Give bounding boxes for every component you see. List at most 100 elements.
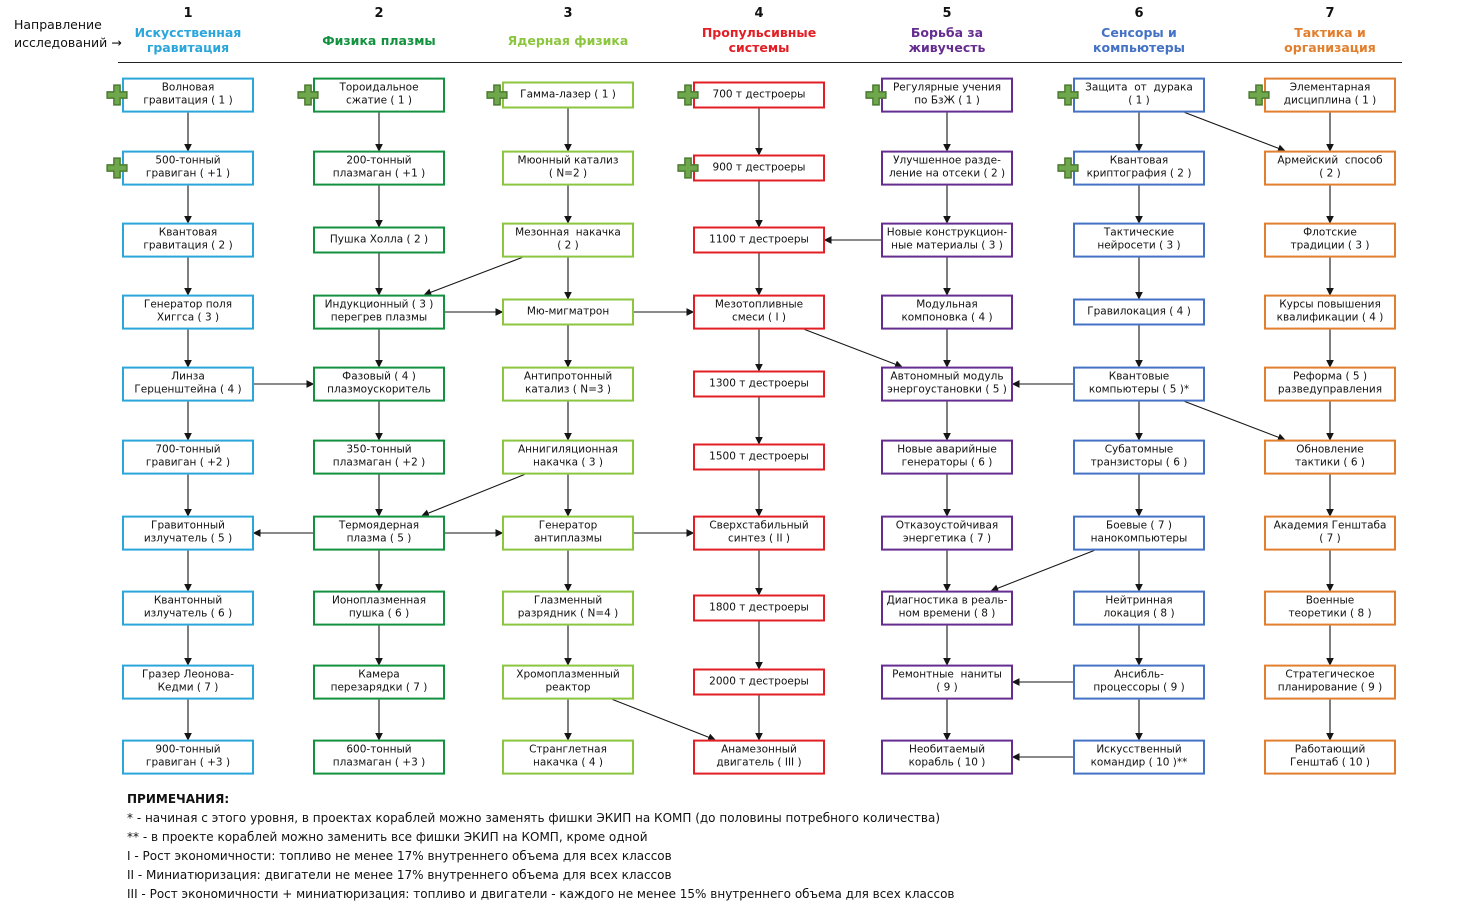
notes: ПРИМЕЧАНИЯ: * - начиная с этого уровня, … (127, 790, 955, 904)
column-header: 1 Искусственная гравитация (102, 6, 274, 56)
tech-node: 700-тонный гравиган ( +2 ) (122, 439, 254, 475)
plus-icon (1056, 156, 1081, 181)
tech-node: Курсы повышения квалификации ( 4 ) (1264, 294, 1396, 330)
tech-node: 600-тонный плазмаган ( +3 ) (313, 739, 445, 775)
column-header: 4 Пропульсивные системы (673, 6, 845, 56)
column-number: 3 (563, 6, 573, 21)
header-rule (118, 62, 1402, 63)
tech-node: Квантовые компьютеры ( 5 )* (1073, 366, 1205, 402)
note-line: III - Рост экономичности + миниатюризаци… (127, 887, 955, 901)
tech-node: Автономный модуль энергоустановки ( 5 ) (881, 366, 1013, 402)
column-title: Борьба за живучесть (908, 25, 986, 55)
plus-icon (105, 83, 130, 108)
tech-node: Антипротонный катализ ( N=3 ) (502, 366, 634, 402)
column-number: 4 (754, 6, 764, 21)
tech-node: Новые конструкцион- ные материалы ( 3 ) (881, 222, 1013, 258)
plus-icon (676, 83, 701, 108)
tech-node: Флотские традиции ( 3 ) (1264, 222, 1396, 258)
research-direction-line1: Направление (14, 17, 102, 32)
column-title: Ядерная физика (507, 32, 629, 48)
column-title: Тактика и организация (1284, 25, 1376, 55)
tech-node: Реформа ( 5 ) разведуправления (1264, 366, 1396, 402)
plus-icon (1247, 83, 1272, 108)
tech-node: Гравитонный излучатель ( 5 ) (122, 515, 254, 551)
column-title: Физика плазмы (322, 32, 436, 48)
tech-node: Мезонная накачка ( 2 ) (502, 222, 634, 258)
tech-node: Гамма-лазер ( 1 ) (502, 81, 634, 109)
tech-node: Тактические нейросети ( 3 ) (1073, 222, 1205, 258)
tech-node: Ансибль- процессоры ( 9 ) (1073, 664, 1205, 700)
note-line: II - Миниатюризация: двигатели не менее … (127, 868, 672, 882)
tech-node: Искусственный командир ( 10 )** (1073, 739, 1205, 775)
column-header: 5 Борьба за живучесть (861, 6, 1033, 56)
tech-node: 900 т дестроеры (693, 154, 825, 182)
column-number: 5 (942, 6, 952, 21)
column-header: 6 Сенсоры и компьютеры (1053, 6, 1225, 56)
dependency-arrow (1184, 111, 1286, 152)
tech-node: Гразер Леонова- Кедми ( 7 ) (122, 664, 254, 700)
tech-node: Генератор антиплазмы (502, 515, 634, 551)
notes-lines: * - начиная с этого уровня, в проектах к… (127, 809, 955, 904)
column-title: Сенсоры и компьютеры (1093, 25, 1185, 55)
tech-node: Военные теоретики ( 8 ) (1264, 590, 1396, 626)
tech-node: Термоядерная плазма ( 5 ) (313, 515, 445, 551)
tech-node: Новые аварийные генераторы ( 6 ) (881, 439, 1013, 475)
column-number: 6 (1134, 6, 1144, 21)
column-number: 7 (1325, 6, 1335, 21)
tech-node: Академия Генштаба ( 7 ) (1264, 515, 1396, 551)
tech-node: Нейтринная локация ( 8 ) (1073, 590, 1205, 626)
tech-node: Линза Герценштейна ( 4 ) (122, 366, 254, 402)
tech-node: Гравилокация ( 4 ) (1073, 298, 1205, 326)
tech-node: Мюонный катализ ( N=2 ) (502, 150, 634, 186)
column-number: 1 (183, 6, 193, 21)
dependency-arrow (612, 698, 716, 741)
tech-node: Элементарная дисциплина ( 1 ) (1264, 77, 1396, 113)
tech-node: Необитаемый корабль ( 10 ) (881, 739, 1013, 775)
tech-node: Защита от дурака ( 1 ) (1073, 77, 1205, 113)
tech-node: 900-тонный гравиган ( +3 ) (122, 739, 254, 775)
tech-node: Боевые ( 7 ) нанокомпьютеры (1073, 515, 1205, 551)
note-line: I - Рост экономичности: топливо не менее… (127, 849, 672, 863)
column-title: Искусственная гравитация (134, 25, 242, 55)
tech-node: Пушка Холла ( 2 ) (313, 226, 445, 254)
tech-node: Армейский способ ( 2 ) (1264, 150, 1396, 186)
tech-node: Глазменный разрядник ( N=4 ) (502, 590, 634, 626)
tech-node: Странглетная накачка ( 4 ) (502, 739, 634, 775)
plus-icon (296, 83, 321, 108)
dependency-arrow (1184, 400, 1286, 441)
tech-node: Хромоплазменный реактор (502, 664, 634, 700)
tech-node: Мю-мигматрон (502, 298, 634, 326)
tech-node: Субатомные транзисторы ( 6 ) (1073, 439, 1205, 475)
column-header: 7 Тактика и организация (1244, 6, 1416, 56)
tech-node: Регулярные учения по БзЖ ( 1 ) (881, 77, 1013, 113)
tech-node: 1100 т дестроеры (693, 226, 825, 254)
tech-node: 2000 т дестроеры (693, 668, 825, 696)
column-header: 2 Физика плазмы (293, 6, 465, 56)
tech-node: Индукционный ( 3 ) перегрев плазмы (313, 294, 445, 330)
column-title: Пропульсивные системы (701, 25, 817, 55)
dependency-arrow (421, 473, 525, 517)
tech-node: Сверхстабильный синтез ( II ) (693, 515, 825, 551)
tech-node: Стратегическое планирование ( 9 ) (1264, 664, 1396, 700)
tech-node: 1800 т дестроеры (693, 594, 825, 622)
note-line: ** - в проекте кораблей можно заменить в… (127, 830, 648, 844)
tech-node: Модульная компоновка ( 4 ) (881, 294, 1013, 330)
plus-icon (485, 83, 510, 108)
plus-icon (864, 83, 889, 108)
tech-node: Квантонный излучатель ( 6 ) (122, 590, 254, 626)
tech-node: 500-тонный гравиган ( +1 ) (122, 150, 254, 186)
tech-node: Квантовая криптография ( 2 ) (1073, 150, 1205, 186)
column-header: 3 Ядерная физика (482, 6, 654, 56)
dependency-arrow (804, 328, 903, 368)
research-direction-label: Направление исследований → (14, 16, 122, 52)
dependency-arrow (423, 256, 523, 296)
tech-node: Мезотопливные смеси ( I ) (693, 294, 825, 330)
tech-node: Квантовая гравитация ( 2 ) (122, 222, 254, 258)
tech-node: 1300 т дестроеры (693, 370, 825, 398)
tech-node: Ремонтные наниты ( 9 ) (881, 664, 1013, 700)
research-direction-line2: исследований → (14, 35, 122, 50)
dependency-arrow (990, 549, 1095, 592)
tech-node: 1500 т дестроеры (693, 443, 825, 471)
tech-node: Тороидальное сжатие ( 1 ) (313, 77, 445, 113)
